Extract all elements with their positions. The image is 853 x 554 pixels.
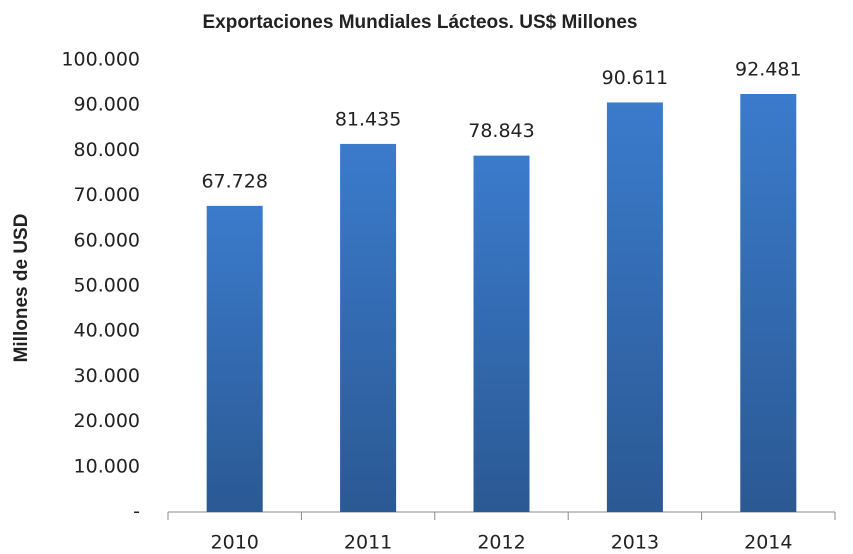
y-tick-label: 90.000 <box>74 94 140 116</box>
y-tick-label: 70.000 <box>74 184 140 206</box>
bar-shade <box>606 102 663 512</box>
y-tick-label: 100.000 <box>61 49 140 71</box>
y-axis-label: Millones de USD <box>11 214 32 363</box>
y-tick-label: 20.000 <box>74 410 140 432</box>
bar-shade <box>206 205 263 512</box>
data-label: 92.481 <box>735 58 801 80</box>
bar-shade <box>473 155 530 512</box>
y-tick-label: 40.000 <box>74 320 140 342</box>
x-tick-label: 2013 <box>611 532 659 554</box>
y-tick-label: - <box>133 501 140 523</box>
x-tick-label: 2012 <box>477 532 525 554</box>
y-tick-label: 80.000 <box>74 139 140 161</box>
data-label: 78.843 <box>468 120 534 142</box>
bar-shade <box>340 143 397 512</box>
y-tick-label: 60.000 <box>74 229 140 251</box>
data-label: 67.728 <box>201 170 267 192</box>
data-label: 90.611 <box>602 67 668 89</box>
chart-title: Exportaciones Mundiales Lácteos. US$ Mil… <box>202 12 637 33</box>
x-tick-label: 2010 <box>211 532 259 554</box>
y-tick-label: 50.000 <box>74 275 140 297</box>
bar-shade <box>740 93 797 513</box>
y-tick-label: 10.000 <box>74 455 140 477</box>
x-tick-label: 2014 <box>744 532 792 554</box>
data-label: 81.435 <box>335 108 401 130</box>
y-tick-label: 30.000 <box>74 365 140 387</box>
x-tick-label: 2011 <box>344 532 392 554</box>
